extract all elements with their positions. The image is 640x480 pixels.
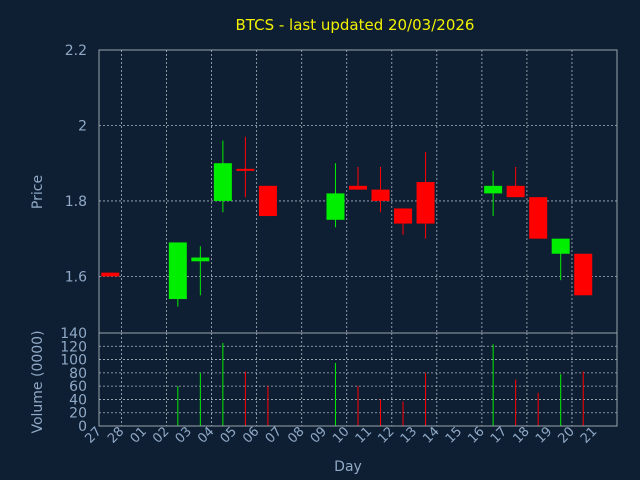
x-tick-label: 14 <box>420 424 442 446</box>
candle-02 <box>168 242 187 307</box>
candle-body <box>484 185 503 194</box>
candle-27 <box>101 272 120 277</box>
x-tick-label: 16 <box>465 424 487 446</box>
x-tick-label: 01 <box>128 424 150 446</box>
price-axis-label: Price <box>30 175 46 209</box>
price-tick-labels: 1.6 1.8 2 2.2 <box>65 43 87 285</box>
x-tick-label: 11 <box>353 424 375 446</box>
x-axis-label: Day <box>334 459 362 475</box>
volume-panel-frame <box>98 332 618 427</box>
candle-11 <box>371 166 390 213</box>
x-tick-label: 28 <box>105 424 127 446</box>
candle-body <box>213 163 232 201</box>
candle-body <box>551 238 570 254</box>
candle-body <box>191 257 210 262</box>
candle-19 <box>551 238 570 281</box>
candle-18 <box>529 197 548 239</box>
candle-10 <box>349 166 367 190</box>
chart-title: BTCS - last updated 20/03/2026 <box>236 16 475 34</box>
candle-body <box>168 242 187 300</box>
volume-marks <box>177 342 584 426</box>
x-tick-labels: 27 28 01 02 03 04 05 06 07 08 09 10 11 12 13 14 15 16 17 18… <box>83 424 601 446</box>
x-tick-label: 09 <box>308 424 330 446</box>
candle-body <box>258 185 277 217</box>
x-tick-label: 03 <box>173 424 195 446</box>
volume-axis-label: Volume (0000) <box>30 330 46 433</box>
volume-tick-label: 120 <box>60 339 87 355</box>
candle-09 <box>326 163 345 228</box>
candle-12 <box>394 208 413 235</box>
candle-body <box>349 185 367 190</box>
candle-body <box>101 272 120 277</box>
candle-20 <box>574 253 593 296</box>
volume-grid <box>99 332 617 427</box>
x-tick-label: 12 <box>375 424 397 446</box>
volume-tick-label: 80 <box>69 366 87 382</box>
volume-tick-label: 20 <box>69 406 87 422</box>
x-tick-label: 07 <box>263 424 285 446</box>
x-tick-label: 06 <box>240 424 262 446</box>
volume-tick-label: 60 <box>69 379 87 395</box>
x-tick-label: 21 <box>578 424 600 446</box>
candle-body <box>394 208 413 224</box>
candle-06 <box>258 185 277 217</box>
candle-body <box>529 197 548 239</box>
candle-body <box>236 168 255 171</box>
x-tick-label: 20 <box>555 424 577 446</box>
candle-body <box>371 189 390 201</box>
price-tick-label: 1.8 <box>65 194 87 210</box>
x-tick-label: 17 <box>488 424 510 446</box>
candle-03 <box>191 246 210 296</box>
candle-body <box>326 193 345 220</box>
x-tick-label: 15 <box>443 424 465 446</box>
x-tick-label: 05 <box>218 424 240 446</box>
candle-04 <box>213 140 232 213</box>
price-marks <box>101 136 593 307</box>
volume-tick-label: 140 <box>60 326 87 342</box>
volume-tick-label: 40 <box>69 392 87 408</box>
x-tick-label: 02 <box>150 424 172 446</box>
x-tick-label: 10 <box>330 424 352 446</box>
candle-13 <box>416 151 435 239</box>
x-tick-label: 04 <box>195 424 217 446</box>
price-tick-label: 2 <box>78 118 87 134</box>
x-tick-label: 19 <box>533 424 555 446</box>
candle-body <box>506 185 525 198</box>
x-tick-label: 18 <box>510 424 532 446</box>
candle-05 <box>236 136 255 198</box>
x-tick-label: 08 <box>285 424 307 446</box>
price-tick-label: 2.2 <box>65 43 87 59</box>
candle-body <box>416 182 435 224</box>
volume-tick-label: 0 <box>78 419 87 435</box>
volume-tick-label: 100 <box>60 353 87 369</box>
price-grid <box>99 49 617 333</box>
price-tick-label: 1.6 <box>65 269 87 285</box>
candle-17 <box>506 166 525 198</box>
x-tick-label: 13 <box>398 424 420 446</box>
candle-body <box>574 253 593 296</box>
candle-16 <box>484 170 503 217</box>
